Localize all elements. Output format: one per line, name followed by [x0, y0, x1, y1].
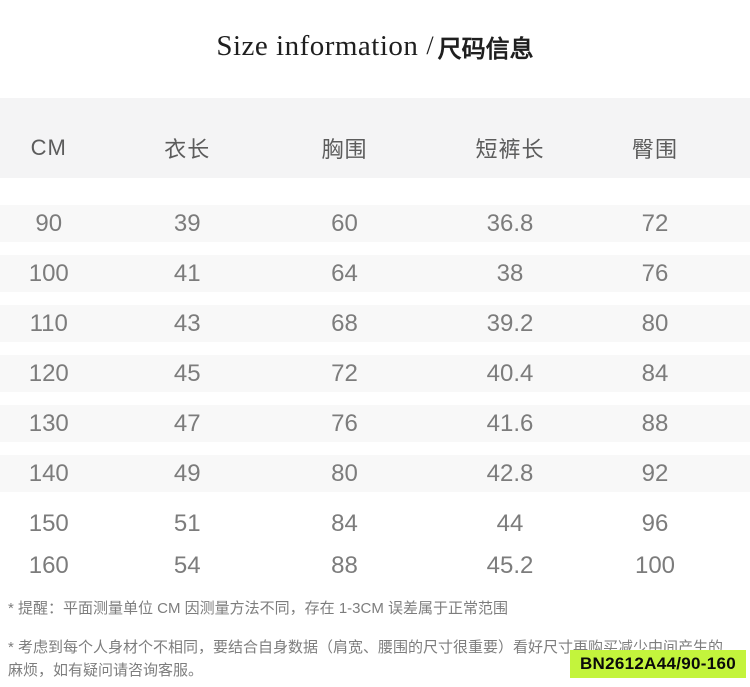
- table-cell: 45.2: [486, 551, 534, 579]
- table-cell: 92: [641, 459, 669, 487]
- page-title-zh: 尺码信息: [437, 35, 534, 63]
- table-cell: 88: [641, 409, 669, 437]
- table-cell: 36.8: [486, 209, 534, 237]
- table-cell: 140: [28, 459, 69, 487]
- table-cell: 72: [641, 209, 669, 237]
- table-cell: 80: [331, 459, 358, 487]
- table-row-110: 110 43 68 39.2 80: [0, 305, 750, 342]
- table-row-160: 160 54 88 45.2 100: [0, 547, 750, 584]
- table-cell: 49: [173, 459, 201, 487]
- table-cell: 76: [331, 409, 358, 437]
- note-size-advice: * 考虑到每个人身材个不相同，要结合自身数据（肩宽、腰围的尺寸很重要）看好尺寸再…: [8, 639, 724, 679]
- table-row-90: 90 39 60 36.8 72: [0, 205, 750, 242]
- page-title-en: Size information: [216, 29, 419, 62]
- note-measurement-tolerance: * 提醒：平面测量单位 CM 因测量方法不同，存在 1-3CM 误差属于正常范围: [8, 600, 509, 617]
- table-cell: 90: [35, 209, 63, 237]
- table-cell: 68: [331, 309, 358, 337]
- table-cell: 100: [28, 259, 69, 287]
- table-cell: 38: [496, 259, 524, 287]
- table-cell: 51: [173, 509, 201, 537]
- table-cell: 100: [634, 551, 676, 579]
- table-cell: 80: [641, 309, 669, 337]
- table-cell: 45: [173, 359, 201, 387]
- table-body: 90 39 60 36.8 72 100 41 64 38 76 110 43 68 39.2 80 120 4…: [0, 205, 750, 584]
- table-cell: 47: [173, 409, 201, 437]
- table-cell: 110: [29, 309, 68, 337]
- column-header-0: CM: [30, 135, 67, 160]
- page-title: Size information / 尺码信息: [0, 0, 750, 98]
- table-cell: 160: [28, 551, 69, 579]
- table-row-100: 100 41 64 38 76: [0, 255, 750, 292]
- column-header-4: 臀围: [631, 137, 678, 162]
- table-row-150: 150 51 84 44 96: [0, 505, 750, 542]
- product-code-badge: BN2612A44/90-160: [569, 650, 746, 678]
- page-title-divider: /: [426, 31, 434, 60]
- table-cell: 150: [28, 509, 69, 537]
- table-cell: 130: [28, 409, 69, 437]
- footnotes: * 提醒：平面测量单位 CM 因测量方法不同，存在 1-3CM 误差属于正常范围…: [0, 598, 750, 682]
- table-row-120: 120 45 72 40.4 84: [0, 355, 750, 392]
- table-cell: 42.8: [486, 459, 534, 487]
- table-cell: 41.6: [486, 409, 534, 437]
- table-cell: 72: [331, 359, 358, 387]
- table-cell: 41: [173, 259, 201, 287]
- table-cell: 64: [331, 259, 358, 287]
- table-cell: 39: [173, 209, 201, 237]
- table-cell: 54: [173, 551, 201, 579]
- table-cell: 84: [331, 509, 358, 537]
- table-cell: 120: [28, 359, 69, 387]
- table-cell: 88: [331, 551, 358, 579]
- table-cell: 84: [641, 359, 669, 387]
- column-header-1: 衣长: [164, 137, 211, 162]
- table-header-row: CM 衣长 胸围 短裤长 臀围: [0, 98, 750, 178]
- table-cell: 96: [641, 509, 669, 537]
- table-cell: 40.4: [486, 359, 534, 387]
- table-cell: 44: [496, 509, 524, 537]
- table-row-140: 140 49 80 42.8 92: [0, 455, 750, 492]
- column-header-3: 短裤长: [475, 137, 545, 162]
- table-cell: 43: [173, 309, 201, 337]
- table-cell: 76: [641, 259, 669, 287]
- column-header-2: 胸围: [321, 137, 368, 162]
- table-cell: 39.2: [486, 309, 534, 337]
- table-row-130: 130 47 76 41.6 88: [0, 405, 750, 442]
- table-cell: 60: [331, 209, 358, 237]
